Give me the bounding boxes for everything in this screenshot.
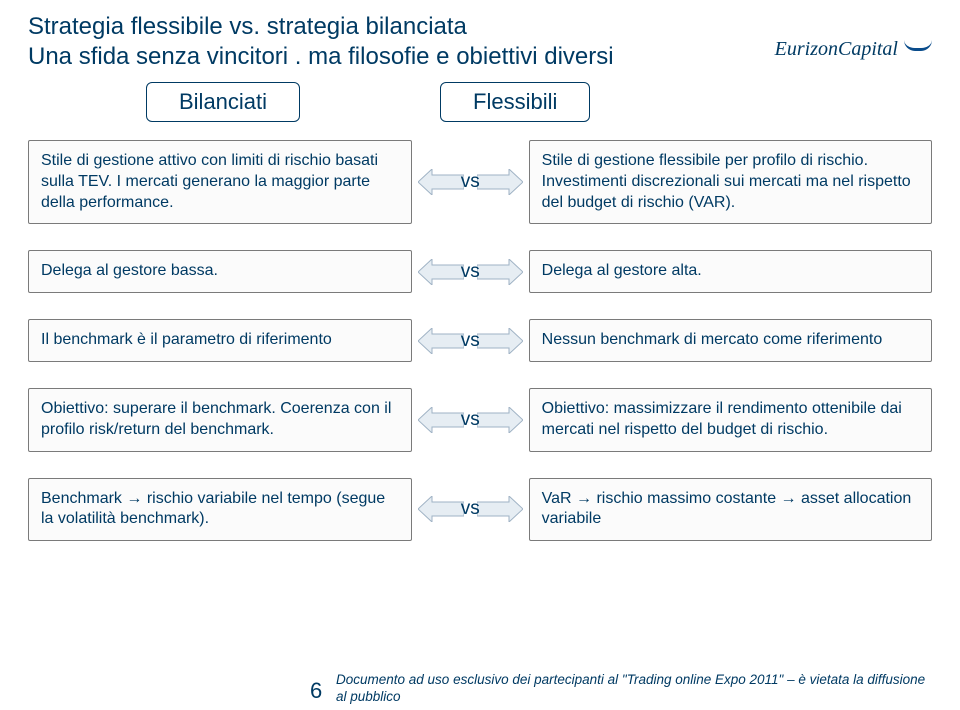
arrow-left-icon	[418, 496, 464, 522]
comparison-row: Stile di gestione attivo con limiti di r…	[28, 140, 932, 224]
vs-separator: vs	[412, 330, 529, 352]
right-box: Stile di gestione flessibile per profilo…	[529, 140, 932, 224]
comparison-row: Benchmark → rischio variabile nel tempo …	[28, 478, 932, 542]
left-box: Obiettivo: superare il benchmark. Coeren…	[28, 388, 412, 452]
left-box: Delega al gestore bassa.	[28, 250, 412, 293]
arrow-left-icon	[418, 328, 464, 354]
vs-separator: vs	[412, 498, 529, 520]
right-box: Obiettivo: massimizzare il rendimento ot…	[529, 388, 932, 452]
left-box: Il benchmark è il parametro di riferimen…	[28, 319, 412, 362]
right-box: Delega al gestore alta.	[529, 250, 932, 293]
vs-label: vs	[461, 261, 480, 283]
header-flessibili: Flessibili	[440, 82, 590, 122]
arrow-right-icon	[477, 169, 523, 195]
vs-label: vs	[461, 409, 480, 431]
vs-separator: vs	[412, 409, 529, 431]
arrow-right-icon	[477, 496, 523, 522]
right-box: Nessun benchmark di mercato come riferim…	[529, 319, 932, 362]
left-box: Benchmark → rischio variabile nel tempo …	[28, 478, 412, 542]
vs-separator: vs	[412, 261, 529, 283]
vs-label: vs	[461, 171, 480, 193]
comparison-row: Delega al gestore bassa. vs Delega al gest…	[28, 250, 932, 293]
arrow-left-icon	[418, 407, 464, 433]
arrow-right-icon	[477, 259, 523, 285]
footer-disclaimer: Documento ad uso esclusivo dei partecipa…	[336, 672, 926, 706]
right-box: VaR → rischio massimo costante → asset a…	[529, 478, 932, 542]
vs-separator: vs	[412, 171, 529, 193]
arrow-right-icon	[477, 407, 523, 433]
left-box: Stile di gestione attivo con limiti di r…	[28, 140, 412, 224]
page-number: 6	[310, 678, 322, 704]
vs-label: vs	[461, 498, 480, 520]
comparison-row: Obiettivo: superare il benchmark. Coeren…	[28, 388, 932, 452]
comparison-row: Il benchmark è il parametro di riferimen…	[28, 319, 932, 362]
arrow-right-icon	[477, 328, 523, 354]
arrow-left-icon	[418, 169, 464, 195]
vs-label: vs	[461, 330, 480, 352]
brand-logo: EurizonCapital	[775, 38, 932, 61]
header-bilanciati: Bilanciati	[146, 82, 300, 122]
arrow-left-icon	[418, 259, 464, 285]
